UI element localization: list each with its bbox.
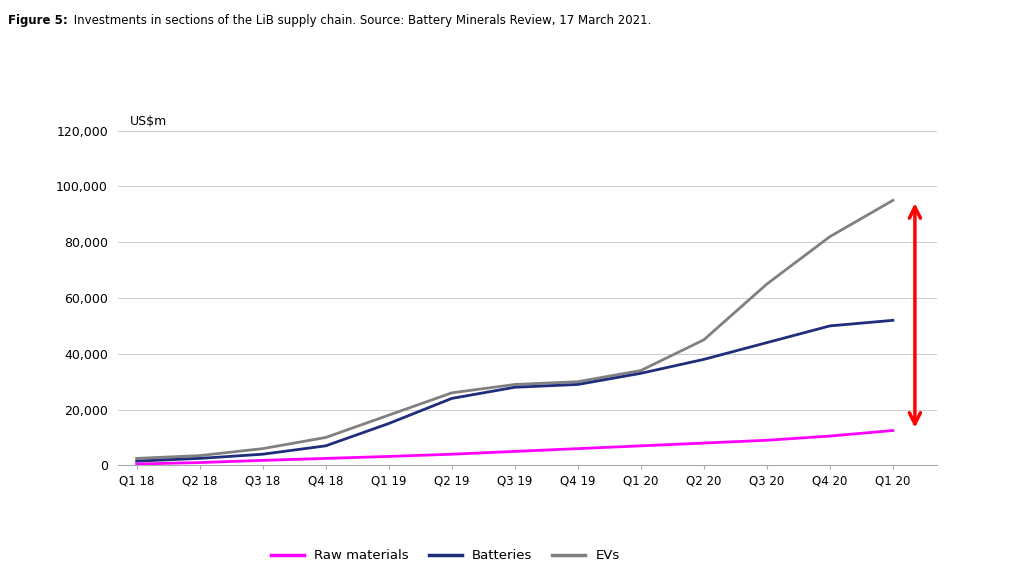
- Text: US$m: US$m: [130, 115, 167, 128]
- Text: Investments in sections of the LiB supply chain. Source: Battery Minerals Review: Investments in sections of the LiB suppl…: [70, 14, 651, 27]
- Legend: Raw materials, Batteries, EVs: Raw materials, Batteries, EVs: [265, 544, 626, 568]
- Text: Figure 5:: Figure 5:: [8, 14, 68, 27]
- Text: Cumulative capital raised or allocated for new investment, 2018-present: Cumulative capital raised or allocated f…: [11, 54, 749, 72]
